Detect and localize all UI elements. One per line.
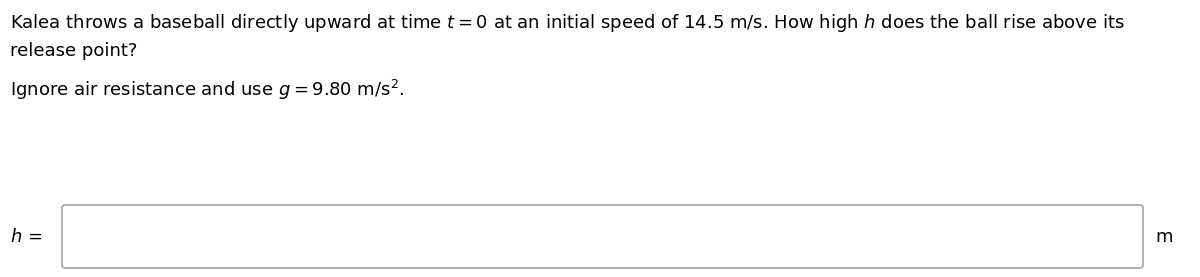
- Text: Ignore air resistance and use $g = 9.80$ m/s$^2$.: Ignore air resistance and use $g = 9.80$…: [10, 78, 404, 102]
- FancyBboxPatch shape: [62, 205, 1142, 268]
- Text: Kalea throws a baseball directly upward at time $t = 0$ at an initial speed of 1: Kalea throws a baseball directly upward …: [10, 12, 1124, 34]
- Text: release point?: release point?: [10, 42, 137, 60]
- Text: $h$ =: $h$ =: [10, 227, 42, 245]
- Text: m: m: [1154, 227, 1172, 245]
